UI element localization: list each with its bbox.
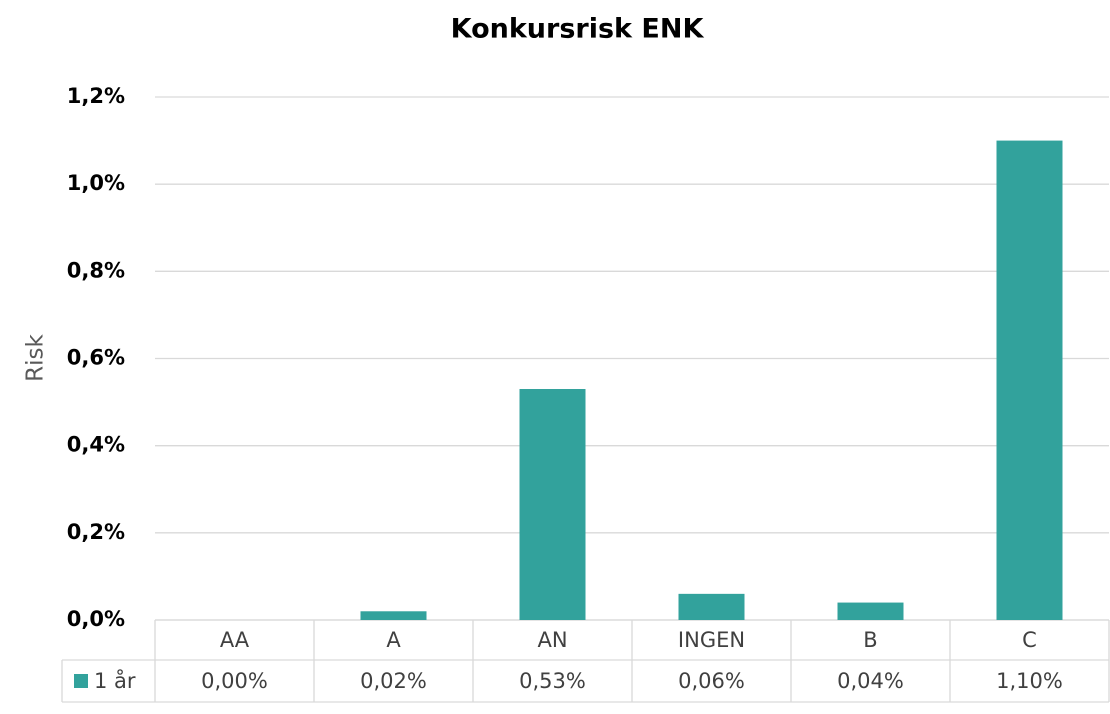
bar xyxy=(360,611,427,620)
table-value: 0,00% xyxy=(201,669,268,693)
y-tick-label: 1,2% xyxy=(67,84,125,108)
y-tick-label: 0,0% xyxy=(67,607,125,631)
legend-swatch xyxy=(74,674,88,688)
x-tick-label: B xyxy=(863,628,877,652)
x-tick-label: AA xyxy=(220,628,250,652)
y-tick-label: 0,8% xyxy=(67,258,125,282)
x-tick-label: A xyxy=(386,628,401,652)
table-value: 0,53% xyxy=(519,669,586,693)
y-tick-label: 0,6% xyxy=(67,346,125,370)
table-value: 0,04% xyxy=(837,669,904,693)
x-tick-label: INGEN xyxy=(678,628,745,652)
table-value: 0,02% xyxy=(360,669,427,693)
y-tick-label: 0,2% xyxy=(67,520,125,544)
x-tick-label: AN xyxy=(537,628,567,652)
chart-title: Konkursrisk ENK xyxy=(451,14,705,45)
bar xyxy=(996,140,1063,621)
bar xyxy=(837,602,904,620)
y-axis-label: Risk xyxy=(23,333,49,381)
table-value: 0,06% xyxy=(678,669,745,693)
bar xyxy=(519,389,586,620)
y-tick-label: 1,0% xyxy=(67,171,125,195)
bar xyxy=(678,593,745,620)
x-tick-label: C xyxy=(1022,628,1037,652)
legend-label: 1 år xyxy=(94,668,136,693)
y-tick-label: 0,4% xyxy=(67,433,125,457)
table-value: 1,10% xyxy=(996,669,1063,693)
